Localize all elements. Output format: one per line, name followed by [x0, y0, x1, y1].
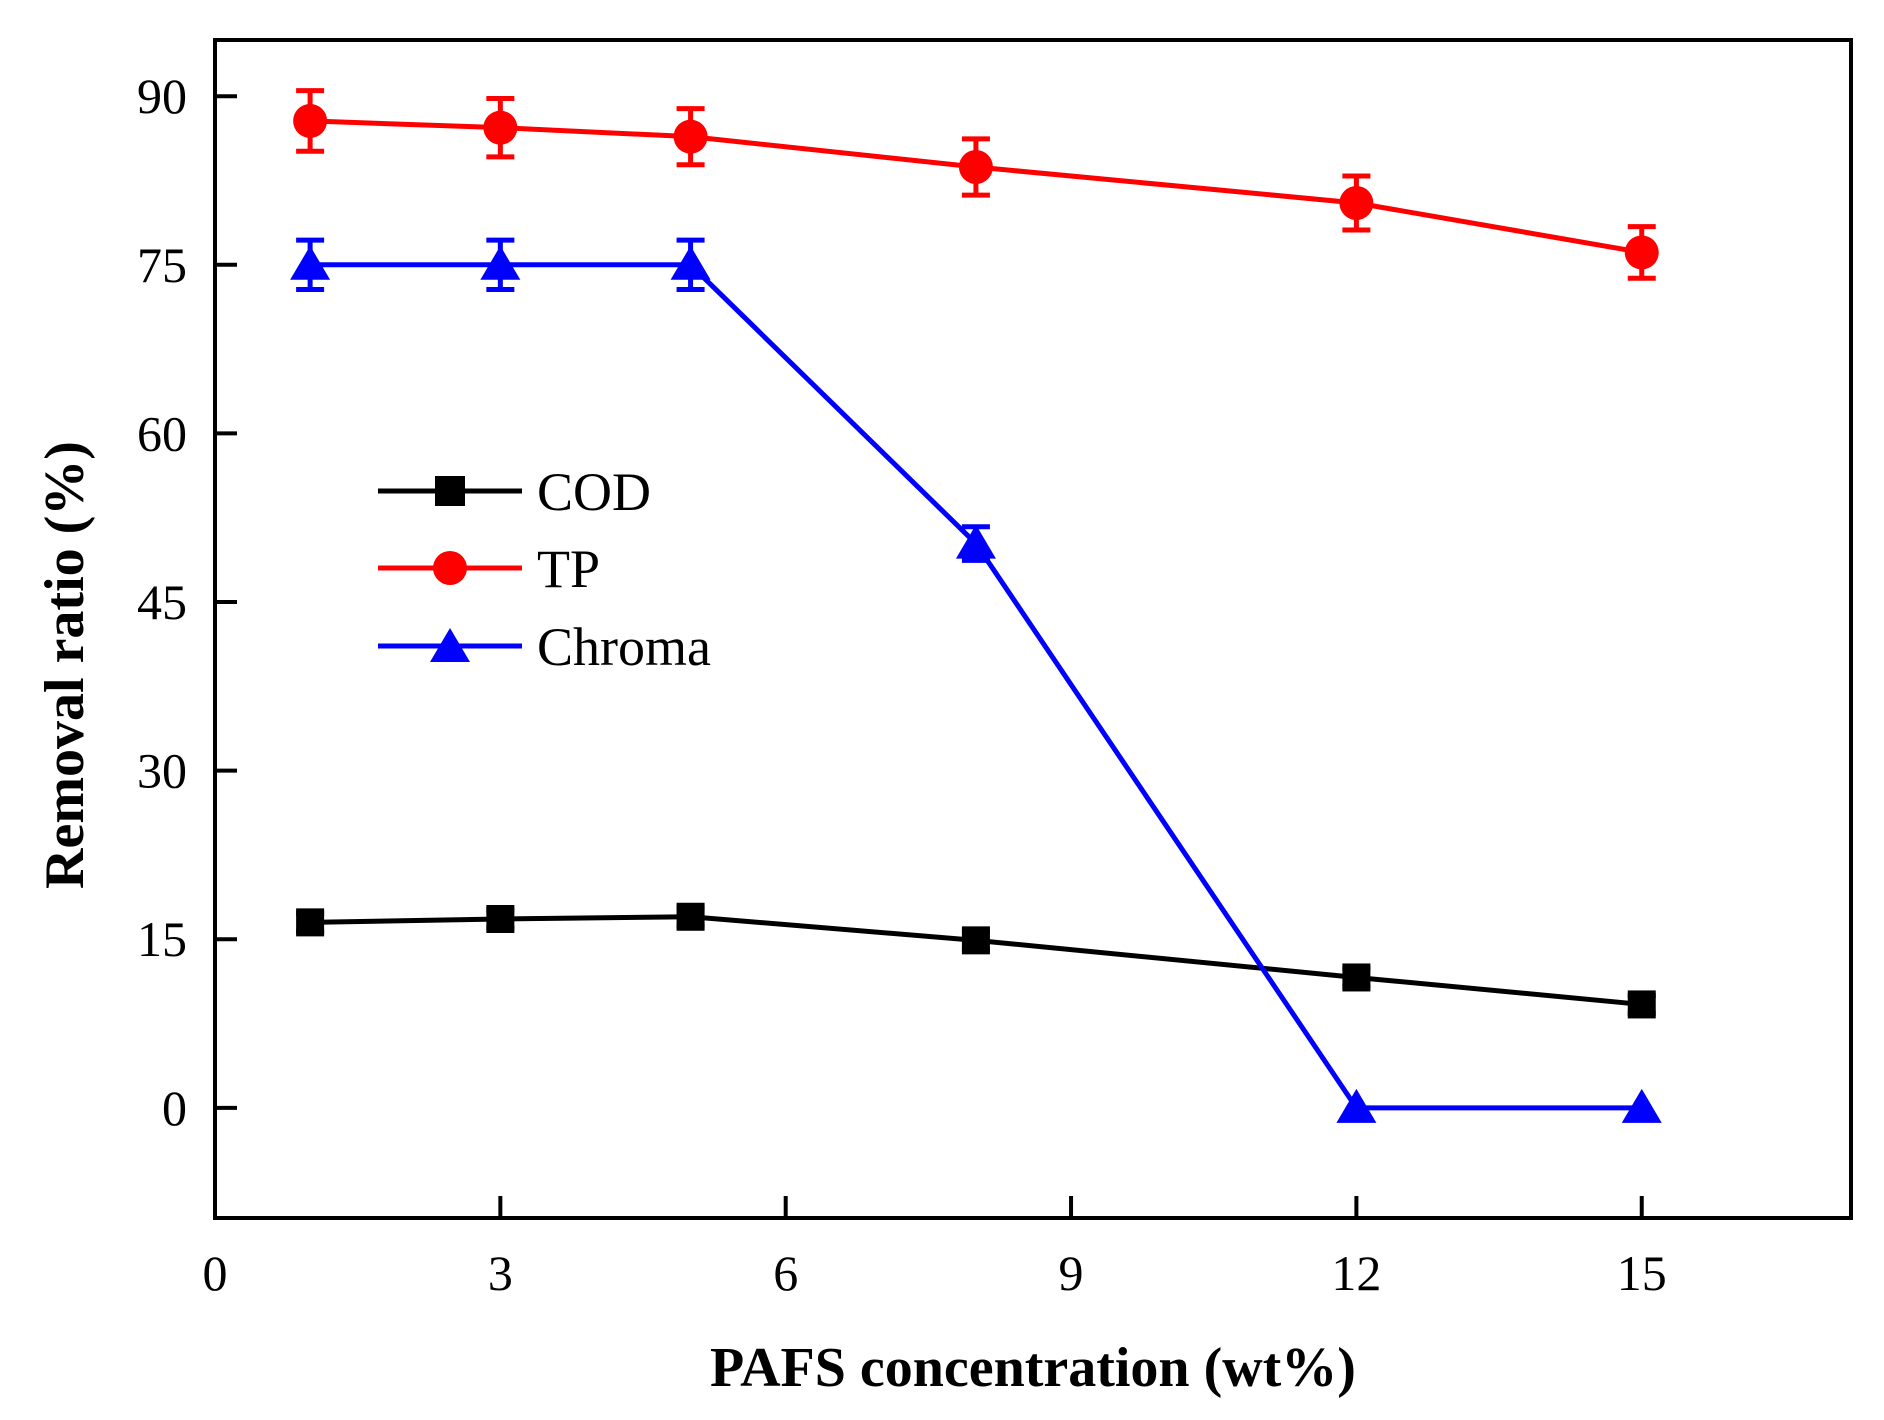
series-line-tp [310, 118, 1643, 255]
x-tick-label-0: 0 [203, 1245, 228, 1301]
data-point-tp-15 [1624, 235, 1659, 270]
data-point-tp-5 [673, 119, 708, 154]
legend-entry-cod: COD [378, 462, 651, 522]
y-tick-label-60: 60 [137, 405, 187, 461]
legend: COD TP Chroma [378, 462, 711, 677]
y-tick-labels: 0 15 30 45 60 75 90 [137, 68, 187, 1136]
legend-entry-tp: TP [378, 539, 600, 599]
series-tp [293, 88, 1659, 281]
legend-marker-tp [433, 551, 467, 585]
data-point-cod-8 [961, 926, 990, 955]
y-tick-label-90: 90 [137, 68, 187, 124]
axis-ticks [213, 94, 1644, 1218]
legend-marker-cod [435, 476, 465, 506]
legend-marker-chroma [430, 628, 470, 662]
data-point-chroma-12 [1336, 1088, 1377, 1123]
x-tick-label-12: 12 [1331, 1245, 1381, 1301]
x-tick-label-15: 15 [1617, 1245, 1667, 1301]
series-line-chroma [310, 262, 1642, 1111]
y-tick-label-0: 0 [162, 1080, 187, 1136]
y-tick-label-15: 15 [137, 911, 187, 967]
data-point-chroma-8 [955, 524, 996, 559]
y-tick-label-30: 30 [137, 743, 187, 799]
legend-label-tp: TP [537, 539, 600, 599]
data-point-cod-12 [1342, 963, 1371, 992]
series-cod [296, 902, 1656, 1019]
legend-label-cod: COD [537, 462, 651, 522]
x-tick-label-6: 6 [773, 1245, 798, 1301]
data-point-chroma-1 [290, 245, 331, 280]
x-tick-label-9: 9 [1059, 1245, 1084, 1301]
x-axis-title: PAFS concentration (wt%) [710, 1337, 1356, 1399]
data-point-chroma-15 [1621, 1088, 1662, 1123]
data-point-cod-1 [296, 908, 325, 937]
y-axis-title: Removal ratio (%) [34, 441, 96, 889]
x-tick-labels: 0 3 6 9 12 15 [203, 1245, 1667, 1301]
legend-entry-chroma: Chroma [378, 617, 711, 677]
legend-label-chroma: Chroma [537, 617, 711, 677]
y-tick-label-45: 45 [137, 574, 187, 630]
data-point-chroma-5 [670, 245, 711, 280]
data-point-cod-5 [676, 902, 705, 931]
data-point-tp-12 [1339, 185, 1374, 220]
data-point-cod-15 [1627, 990, 1656, 1019]
data-point-tp-8 [958, 150, 993, 185]
data-point-chroma-3 [480, 245, 521, 280]
x-tick-label-3: 3 [488, 1245, 513, 1301]
series-chroma [290, 237, 1662, 1123]
data-point-cod-3 [486, 905, 515, 934]
y-tick-label-75: 75 [137, 237, 187, 293]
data-point-tp-1 [293, 103, 328, 138]
series-layer [290, 88, 1662, 1123]
series-line-cod [310, 914, 1642, 1007]
plot-area-frame [213, 38, 1853, 1220]
data-point-tp-3 [483, 110, 518, 145]
